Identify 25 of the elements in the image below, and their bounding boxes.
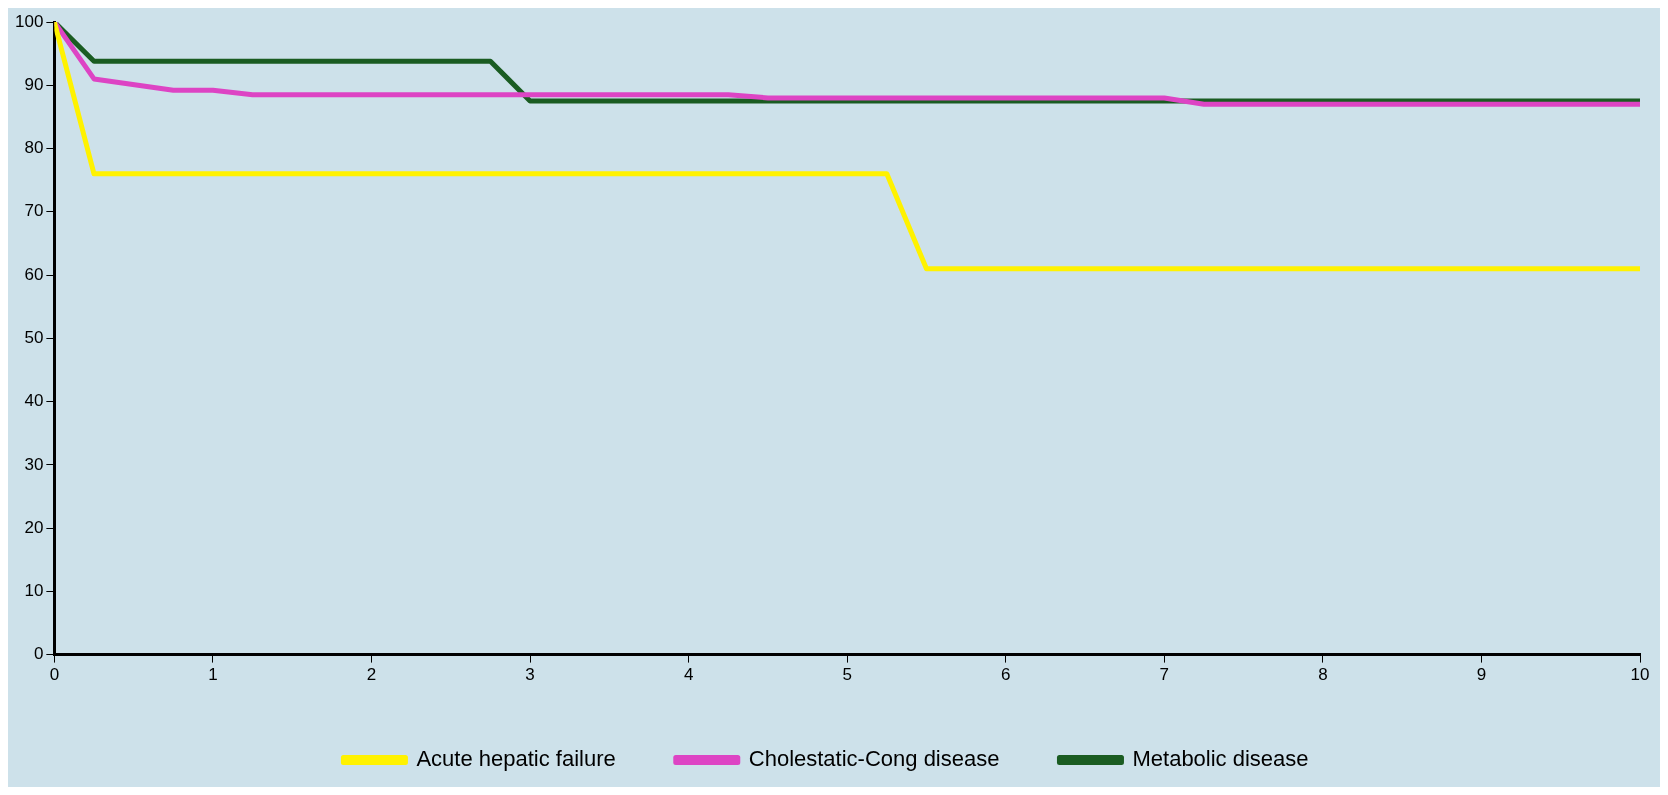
y-tick-label: 70 [24, 201, 44, 221]
y-tick-label: 80 [24, 138, 44, 158]
x-tick-label: 7 [1159, 665, 1170, 685]
x-tick-label: 6 [1001, 665, 1011, 685]
legend-label: Cholestatic-Cong disease [748, 746, 1000, 772]
y-tick-label: 40 [24, 391, 44, 411]
y-tick-label: 10 [24, 581, 44, 601]
x-tick-label: 9 [1476, 665, 1487, 685]
y-tick-label: 20 [24, 517, 44, 537]
y-tick-label: 30 [24, 454, 44, 474]
y-tick-label: 50 [24, 327, 44, 347]
y-tick-label: 100 [14, 11, 44, 31]
y-tick-label: 60 [24, 264, 44, 284]
legend-label: Metabolic disease [1132, 746, 1309, 772]
y-tick-label: 90 [24, 74, 44, 94]
x-tick-label: 10 [1630, 665, 1650, 685]
y-tick-label: 0 [33, 644, 44, 664]
x-tick-label: 4 [683, 665, 694, 685]
x-tick-label: 8 [1318, 665, 1328, 685]
x-tick-label: 3 [525, 665, 535, 685]
x-tick-label: 0 [49, 665, 60, 685]
x-tick-label: 2 [366, 665, 377, 685]
x-tick-label: 5 [842, 665, 852, 685]
x-tick-label: 1 [208, 665, 218, 685]
legend-label: Acute hepatic failure [416, 746, 616, 772]
